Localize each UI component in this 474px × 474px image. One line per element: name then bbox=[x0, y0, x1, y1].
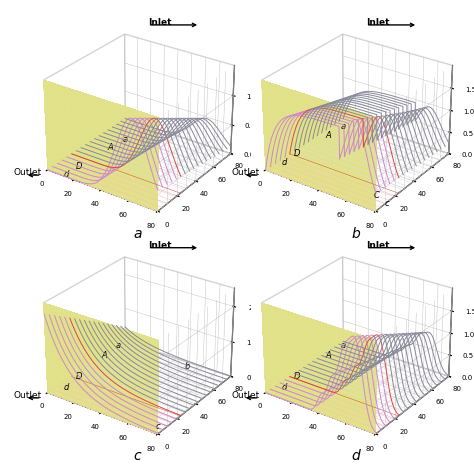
Text: a: a bbox=[122, 135, 128, 144]
Text: Outlet: Outlet bbox=[13, 168, 42, 177]
Text: D: D bbox=[76, 162, 82, 171]
Text: Outlet: Outlet bbox=[231, 168, 260, 177]
Text: c: c bbox=[156, 422, 161, 431]
Text: b: b bbox=[185, 362, 190, 371]
Text: d: d bbox=[64, 170, 69, 179]
Text: D: D bbox=[294, 372, 301, 381]
Text: a: a bbox=[340, 122, 346, 131]
Text: d: d bbox=[351, 449, 360, 464]
Text: b: b bbox=[351, 227, 360, 241]
Text: A: A bbox=[108, 143, 113, 152]
Text: a: a bbox=[133, 227, 142, 241]
Text: d: d bbox=[64, 383, 69, 392]
Text: C: C bbox=[374, 191, 379, 200]
Text: d: d bbox=[282, 158, 287, 167]
Text: Inlet: Inlet bbox=[148, 18, 172, 27]
Text: a: a bbox=[340, 341, 346, 350]
Text: Outlet: Outlet bbox=[13, 391, 42, 400]
Text: D: D bbox=[294, 149, 301, 158]
Text: Inlet: Inlet bbox=[366, 18, 390, 27]
Text: c: c bbox=[384, 200, 389, 209]
Text: c: c bbox=[134, 449, 141, 464]
Text: Inlet: Inlet bbox=[366, 241, 390, 250]
Text: D: D bbox=[76, 372, 82, 381]
Text: a: a bbox=[116, 341, 121, 350]
Text: A: A bbox=[101, 351, 107, 360]
Text: Inlet: Inlet bbox=[148, 241, 172, 250]
Text: A: A bbox=[326, 130, 331, 139]
Text: A: A bbox=[326, 351, 331, 360]
Text: d: d bbox=[282, 383, 287, 392]
Text: Outlet: Outlet bbox=[231, 391, 260, 400]
